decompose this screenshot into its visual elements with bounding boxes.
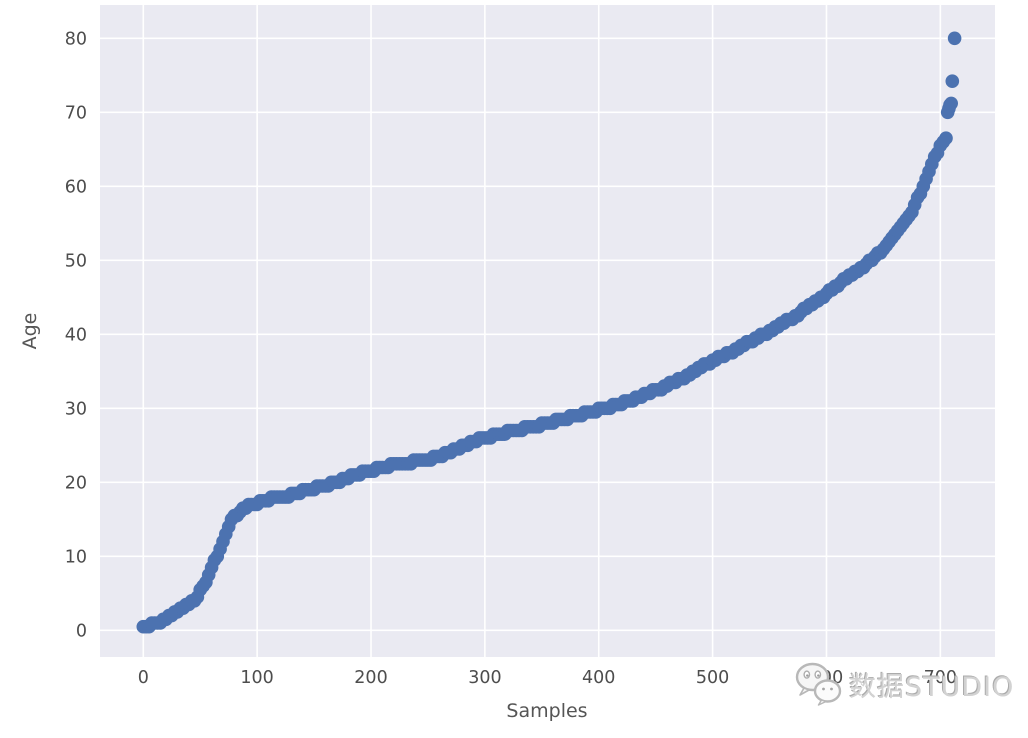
y-tick-label: 40 <box>65 325 87 345</box>
y-tick-label: 50 <box>65 251 87 271</box>
x-tick-label: 700 <box>924 668 957 688</box>
wechat-icon <box>795 662 842 706</box>
x-tick-label: 0 <box>138 668 149 688</box>
y-tick-label: 20 <box>65 473 87 493</box>
x-tick-label: 500 <box>696 668 729 688</box>
outlier-point <box>945 74 960 88</box>
y-tick-label: 70 <box>65 103 87 123</box>
x-tick-label: 300 <box>468 668 501 688</box>
plot-area <box>100 5 995 657</box>
data-point <box>939 131 953 145</box>
scatter-points <box>136 31 962 634</box>
gridlines <box>100 5 995 657</box>
y-tick-label: 30 <box>65 399 87 419</box>
x-tick-label: 400 <box>582 668 615 688</box>
y-tick-label: 60 <box>65 177 87 197</box>
x-tick-label: 200 <box>354 668 387 688</box>
watermark: 数据STUDIO <box>795 660 1014 708</box>
x-axis-label: Samples <box>506 700 588 722</box>
watermark-text: 数据STUDIO <box>849 671 1015 703</box>
y-tick-label: 10 <box>65 547 87 567</box>
outlier-point <box>947 31 962 46</box>
outlier-point <box>944 96 958 111</box>
y-axis-tick-labels: 0 10 20 30 40 50 60 70 80 <box>65 29 87 641</box>
y-tick-label: 80 <box>65 29 87 49</box>
y-axis-label: Age <box>19 312 41 350</box>
x-tick-label: 100 <box>240 668 273 688</box>
y-tick-label: 0 <box>76 621 87 641</box>
